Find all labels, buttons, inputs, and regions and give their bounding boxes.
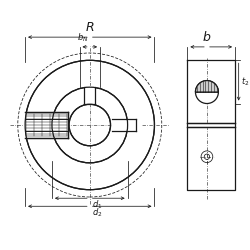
Wedge shape [196,80,218,92]
Text: $b_N$: $b_N$ [77,32,88,44]
Text: $d_1$: $d_1$ [92,199,103,211]
Circle shape [196,80,218,104]
Text: R: R [86,21,94,34]
Text: $d_2$: $d_2$ [92,207,103,219]
Text: $t_2$: $t_2$ [240,76,249,88]
Text: b: b [203,31,211,44]
